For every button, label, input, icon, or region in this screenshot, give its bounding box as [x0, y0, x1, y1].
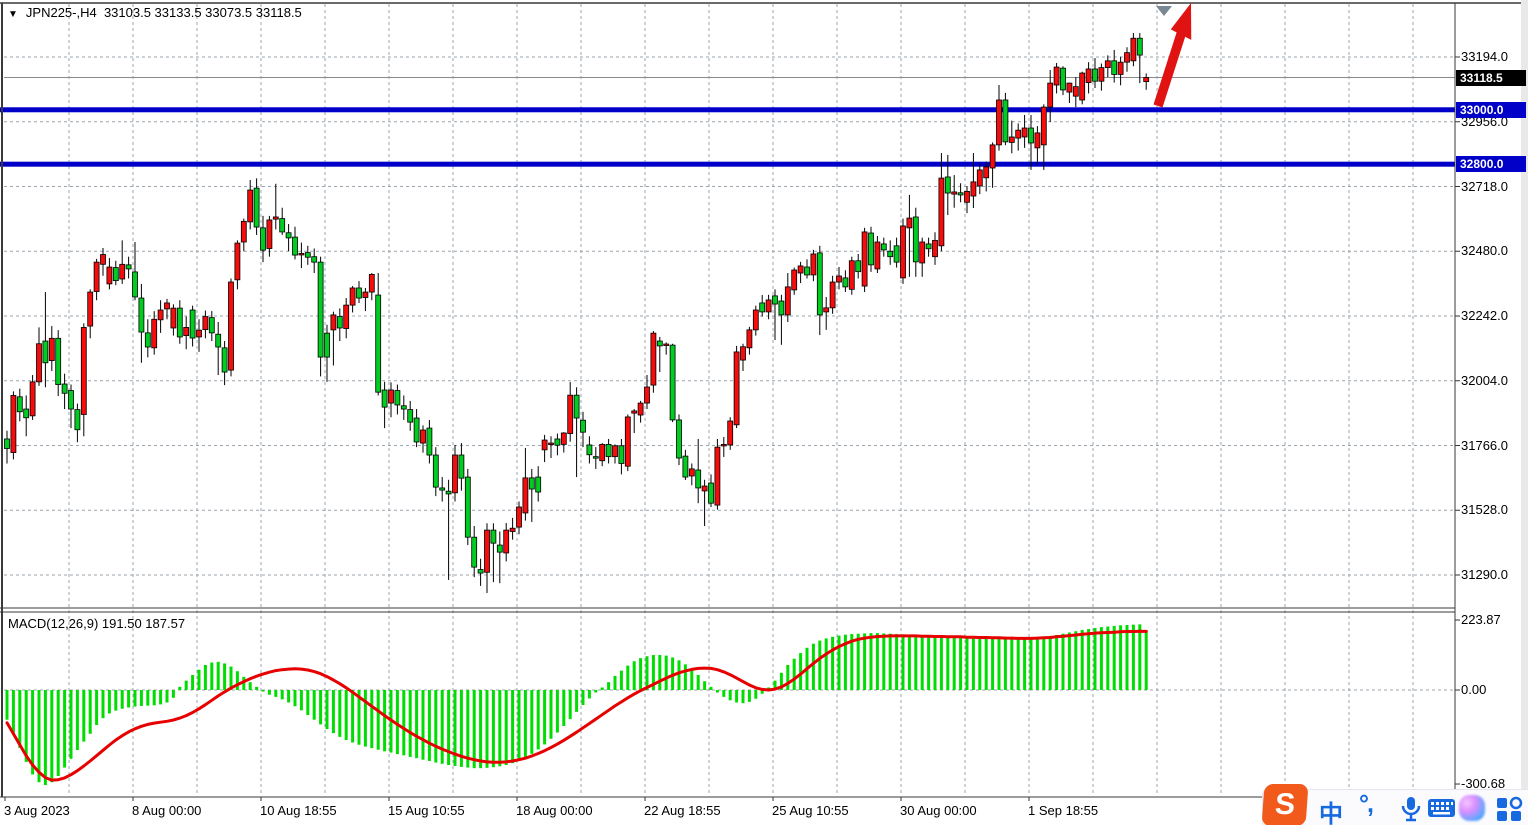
macd-tick-label: 223.87	[1461, 612, 1501, 627]
time-tick-label: 1 Sep 18:55	[1028, 803, 1099, 818]
time-tick-label: 10 Aug 18:55	[260, 803, 337, 818]
time-tick-label: 8 Aug 00:00	[132, 803, 202, 818]
price-tick-label: 32480.0	[1461, 243, 1508, 259]
sogou-logo-icon[interactable]: S	[1261, 784, 1309, 825]
hline-32800-badge: 32800.0	[1456, 156, 1526, 173]
price-tick-label: 32718.0	[1461, 178, 1508, 194]
macd-tick-label: -300.68	[1461, 776, 1506, 792]
photos-icon[interactable]	[1459, 795, 1485, 821]
symbol-marker-icon: ▼	[8, 9, 18, 20]
macd-tick-label: 0.00	[1461, 682, 1487, 697]
title-ohlc: 33103.5 33133.5 33073.5 33118.5	[103, 5, 302, 20]
punctuation-mode-icon[interactable]: °,	[1359, 790, 1374, 818]
price-tick-label: 33194.0	[1461, 49, 1508, 64]
input-method-taskbar: S 中 °,	[1261, 784, 1528, 825]
keyboard-icon[interactable]	[1427, 796, 1457, 820]
window-edge	[1521, 0, 1528, 825]
time-tick-label: 15 Aug 10:55	[388, 803, 465, 818]
price-tick-label: 32242.0	[1461, 308, 1508, 323]
hline-33000-badge: 33000.0	[1456, 101, 1526, 118]
time-tick-label: 3 Aug 2023	[4, 803, 70, 818]
price-tick-label: 32004.0	[1461, 372, 1508, 388]
chart-title: ▼ JPN225-,H4 33103.5 33133.5 33073.5 3311…	[8, 5, 302, 20]
symbol-period: JPN225-,H4	[25, 5, 97, 20]
app-grid-icon[interactable]	[1495, 796, 1523, 822]
time-tick-label: 30 Aug 00:00	[900, 803, 977, 818]
current-price-badge: 33118.5	[1456, 69, 1526, 86]
time-tick-label: 22 Aug 18:55	[644, 803, 721, 818]
price-tick-label: 31766.0	[1461, 437, 1508, 453]
price-tick-label: 31290.0	[1461, 567, 1508, 582]
price-tick-label: 31528.0	[1461, 502, 1508, 518]
microphone-icon[interactable]	[1399, 796, 1423, 822]
time-tick-label: 25 Aug 10:55	[772, 803, 849, 818]
macd-indicator-label: MACD(12,26,9) 191.50 187.57	[8, 616, 186, 631]
time-tick-label: 18 Aug 00:00	[516, 803, 593, 818]
chinese-mode-icon[interactable]: 中	[1319, 801, 1343, 825]
